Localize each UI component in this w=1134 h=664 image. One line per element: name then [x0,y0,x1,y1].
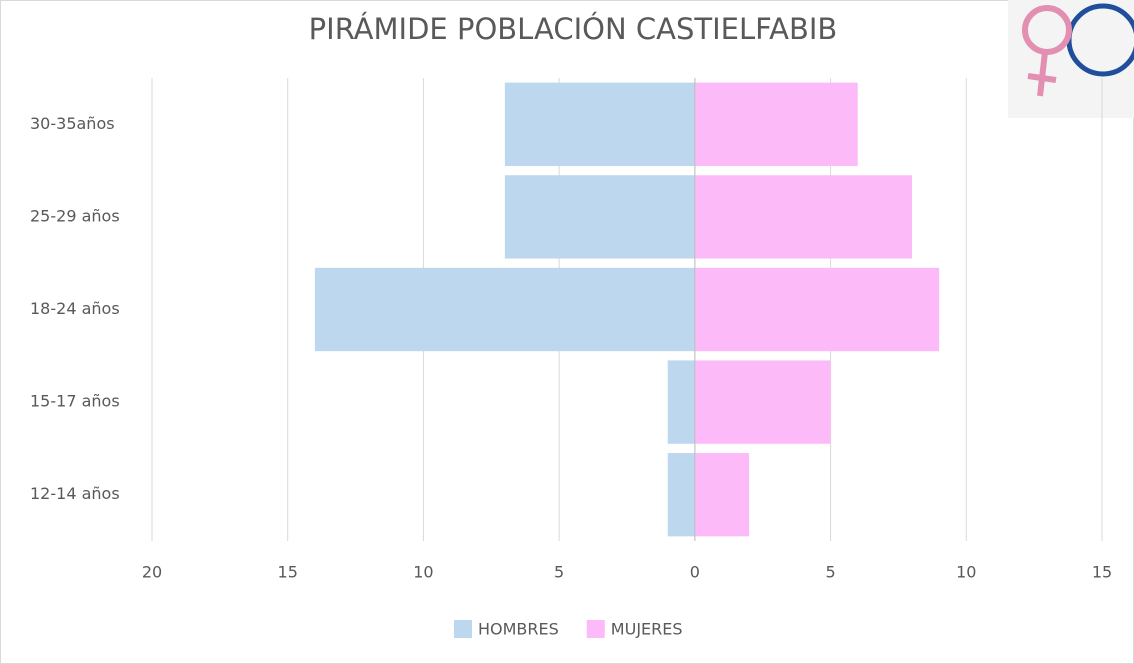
x-tick-label: 5 [554,563,564,582]
chart-title: PIRÁMIDE POBLACIÓN CASTIELFABIB [309,12,838,46]
x-tick-label: 15 [278,563,298,582]
gender-icon [1008,0,1134,118]
y-tick-label: 15-17 años [30,392,120,411]
x-tick-label: 10 [956,563,976,582]
legend-label: HOMBRES [478,620,559,639]
y-tick-label: 12-14 años [30,484,120,503]
bar [504,175,695,259]
legend-label: MUJERES [611,620,683,639]
bar [667,360,695,444]
bar [694,360,831,444]
female-cross [1027,73,1057,83]
bar [504,82,695,166]
legend-swatch [454,620,472,638]
x-tick-label: 15 [1092,563,1112,582]
bar [694,175,912,259]
bar [667,453,695,537]
bar [694,82,858,166]
legend-swatch [586,620,605,638]
y-tick-label: 25-29 años [30,206,120,225]
y-tick-label: 30-35años [30,114,115,133]
female-circle [1022,5,1072,55]
x-tick-label: 20 [142,563,162,582]
y-tick-label: 18-24 años [30,299,120,318]
x-tick-label: 0 [690,563,700,582]
bar [694,267,940,352]
bar [314,267,695,352]
bar [694,453,750,537]
x-tick-label: 10 [413,563,433,582]
x-tick-label: 5 [825,563,835,582]
female-cross [1037,51,1048,97]
